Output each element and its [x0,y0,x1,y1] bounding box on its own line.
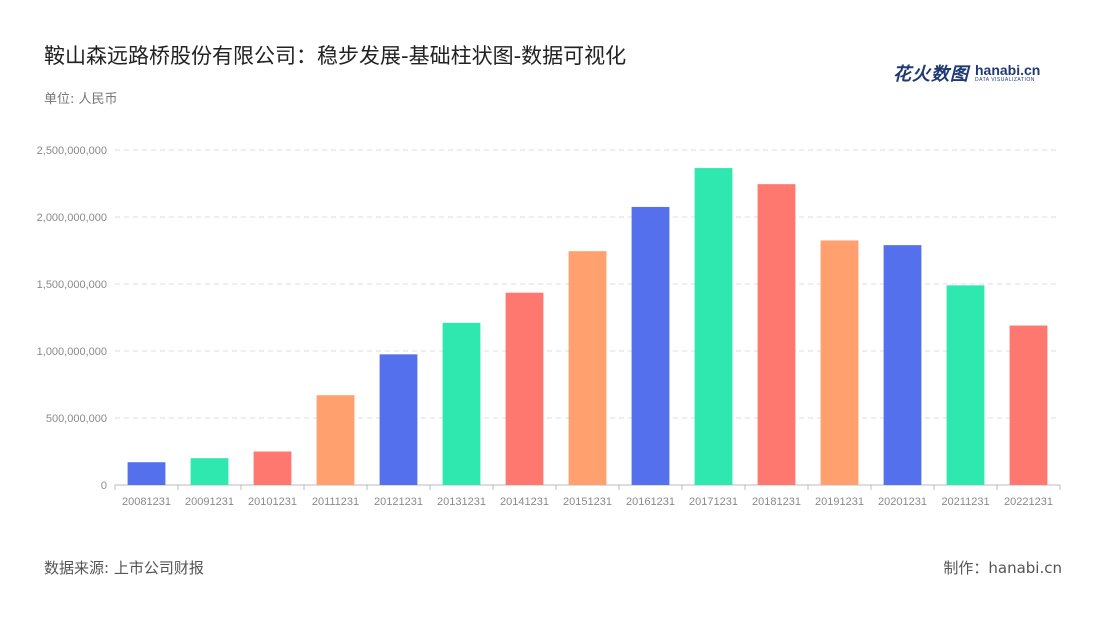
x-tick-label: 20091231 [185,496,234,508]
x-tick-label: 20101231 [248,496,297,508]
bar [316,395,355,485]
x-tick-label: 20151231 [563,496,612,508]
x-tick-label: 20201231 [878,496,927,508]
logo-cn-text: 花火数图 [893,64,969,85]
x-tick-label: 20121231 [374,496,423,508]
x-tick-label: 20221231 [1004,496,1053,508]
bar [505,292,544,485]
x-tick-label: 20191231 [815,496,864,508]
y-tick-label: 1,500,000,000 [37,279,107,291]
bar [253,451,292,485]
credit: 制作：hanabi.cn [943,559,1062,577]
x-tick-label: 20161231 [626,496,675,508]
bar [127,462,166,485]
y-tick-label: 2,500,000,000 [37,145,107,157]
bar [568,251,607,485]
bar [631,206,670,485]
data-source: 数据来源: 上市公司财报 [44,559,204,577]
logo-subtext: DATA VISUALIZATION [975,77,1035,83]
x-tick-label: 20141231 [500,496,549,508]
x-tick-label: 20171231 [689,496,738,508]
bar [757,184,796,486]
bar [1009,325,1048,485]
unit-label: 单位: 人民币 [44,92,118,107]
y-tick-label: 500,000,000 [46,413,107,425]
y-tick-label: 0 [101,480,107,492]
chart-title: 鞍山森远路桥股份有限公司：稳步发展-基础柱状图-数据可视化 [44,44,627,68]
bar [820,240,859,485]
y-tick-label: 2,000,000,000 [37,212,107,224]
bar [694,168,733,485]
x-tick-label: 20111231 [312,496,359,508]
x-tick-label: 20181231 [752,496,801,508]
x-tick-label: 20081231 [122,496,171,508]
logo: 花火数图 hanabi.cn DATA VISUALIZATION [893,60,1040,86]
bar [190,458,229,485]
y-tick-label: 1,000,000,000 [37,346,107,358]
x-tick-label: 20131231 [437,496,486,508]
x-tick-label: 20211231 [941,496,989,508]
bar [883,245,922,485]
logo-en-text: hanabi.cn [975,62,1041,78]
bar [946,285,985,485]
bar [379,354,418,485]
logo-en-block: hanabi.cn DATA VISUALIZATION [975,63,1040,83]
bar [442,322,481,485]
